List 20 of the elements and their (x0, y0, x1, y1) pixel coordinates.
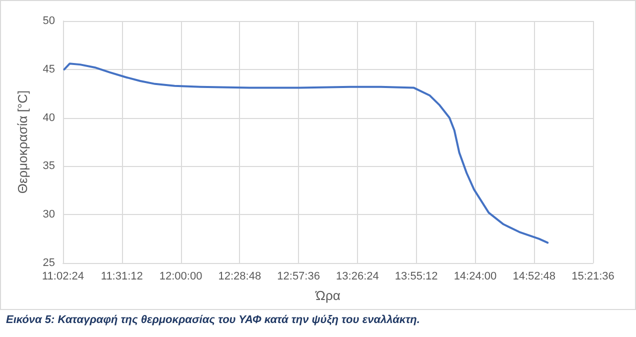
y-tick-label: 25 (42, 257, 55, 269)
y-tick-label: 45 (42, 63, 55, 76)
line-series (63, 62, 549, 244)
x-tick-label: 14:52:48 (512, 270, 556, 282)
y-tick-label: 40 (42, 112, 55, 124)
x-tick-label: 13:26:24 (336, 270, 379, 282)
y-axis-title: Θερμοκρασία [°C] (15, 90, 30, 194)
y-tick-label: 35 (42, 160, 55, 172)
y-tick-label: 30 (42, 208, 55, 221)
x-tick-label: 12:00:00 (159, 270, 202, 282)
text: Εικόνα 5: Καταγραφή της θερμοκρασίας του ΥΑΦ κατά την ψύξη του εναλλάκτη. (5, 313, 421, 328)
x-tick-label: 12:28:48 (218, 270, 262, 282)
y-tick-label: 50 (42, 15, 55, 27)
x-tick-label: 14:24:00 (454, 270, 497, 282)
x-tick-label: 15:21:36 (572, 270, 614, 282)
x-tick-label: 11:02:24 (42, 270, 84, 282)
x-tick-label: 13:55:12 (394, 270, 438, 282)
x-axis-title: Ώρα (314, 288, 341, 303)
x-tick-label: 12:57:36 (277, 270, 320, 282)
x-tick-label: 11:31:12 (100, 270, 143, 282)
